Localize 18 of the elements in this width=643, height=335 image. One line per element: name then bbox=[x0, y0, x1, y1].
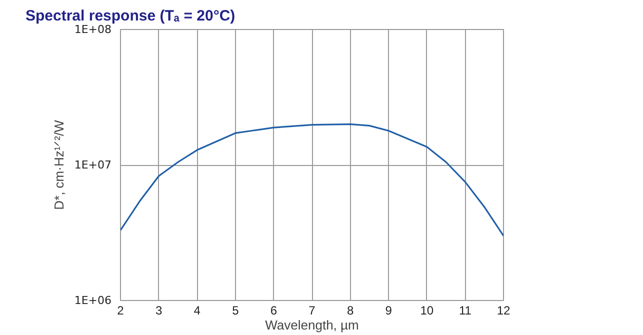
x-tick-label: 3 bbox=[155, 304, 162, 318]
x-tick-label: 7 bbox=[308, 304, 316, 318]
x-tick-label: 12 bbox=[496, 304, 510, 318]
x-tick-label: 5 bbox=[232, 304, 240, 318]
x-tick-label: 11 bbox=[458, 304, 472, 318]
line-series bbox=[120, 123, 504, 237]
x-tick-label: 6 bbox=[270, 304, 278, 318]
y-axis-title: D*, cm·Hz¹ᐟ²/W bbox=[51, 119, 66, 210]
chart-title: Spectral response (Tₐ = 20°C) bbox=[26, 8, 236, 24]
x-tick-label: 4 bbox=[194, 304, 201, 318]
x-tick-label: 8 bbox=[346, 304, 354, 318]
y-tick-label: 1E+06 bbox=[74, 294, 112, 307]
y-tick-label: 1E+07 bbox=[74, 158, 112, 172]
x-axis-title: Wavelength, µm bbox=[265, 318, 359, 332]
y-tick-label: 1E+08 bbox=[74, 23, 112, 36]
x-tick-label: 10 bbox=[420, 304, 434, 318]
x-tick-label: 2 bbox=[117, 304, 124, 318]
x-tick-label: 9 bbox=[385, 304, 392, 318]
